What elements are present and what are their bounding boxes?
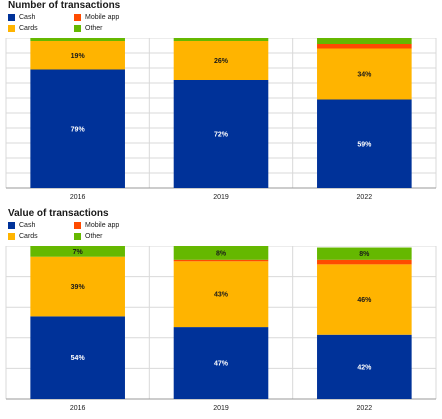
data-label: 46% [357, 297, 372, 304]
legend-label-mobile-app: Mobile app [85, 222, 120, 229]
data-label: 42% [357, 364, 372, 371]
legend-swatch-mobile-app [74, 222, 81, 229]
bar-segment-other [30, 246, 125, 257]
data-label: 79% [71, 126, 86, 133]
data-label: 7% [73, 249, 84, 256]
legend-label-other: Other [85, 233, 103, 240]
data-label: 8% [216, 250, 227, 257]
legend-label-cards: Cards [19, 25, 38, 32]
legend-label-cash: Cash [19, 222, 36, 229]
data-label: 19% [71, 53, 86, 60]
bar-segment-mobile-app [317, 259, 412, 265]
stacked-bar-chart: 54% 39% 7% 2016 47% 43% 8% 2019 42% 46% 8% 2022 [5, 246, 437, 412]
legend-item-mobile-app: Mobile app [74, 222, 119, 229]
legend-item-other: Other [74, 25, 103, 32]
bar-segment-cards [173, 41, 269, 80]
data-label: 43% [214, 292, 229, 299]
bar-segment-other [173, 38, 269, 41]
bar-stack-2016: 79% 19% [30, 38, 125, 188]
value-of-transactions-panel: Value of transactions Cash Cards Mobile … [0, 208, 442, 419]
bar-segment-cash [317, 99, 412, 188]
legend-label-mobile-app: Mobile app [85, 14, 120, 21]
bar-stack-2016: 54% 39% 7% [30, 246, 125, 399]
legend-item-other: Other [74, 233, 103, 240]
legend-swatch-mobile-app [74, 14, 81, 21]
x-tick-label: 2019 [213, 194, 229, 201]
data-label: 72% [214, 132, 229, 139]
x-tick-label: 2022 [357, 194, 373, 201]
bar-segment-cash [317, 334, 412, 399]
x-tick-label: 2016 [70, 194, 86, 201]
data-label: 54% [71, 355, 86, 362]
chart-title: Number of transactions [8, 0, 121, 11]
legend-item-cash: Cash [8, 14, 35, 21]
number-of-transactions-panel: Number of transactions Cash Cards Mobile… [0, 0, 442, 208]
data-label: 59% [357, 141, 372, 148]
bar-stack-2022: 59% 34% [317, 38, 412, 188]
legend-swatch-other [74, 25, 81, 32]
legend-item-cards: Cards [8, 233, 38, 240]
legend: Cash Cards Mobile app Other [8, 14, 188, 36]
legend-label-cash: Cash [19, 14, 36, 21]
data-label: 26% [214, 58, 229, 65]
legend-swatch-cash [8, 222, 15, 229]
bar-segment-cash [173, 80, 269, 188]
stacked-bar-chart: 79% 19% 2016 72% 26% 2019 59% 34% 2022 [5, 38, 437, 201]
legend-item-mobile-app: Mobile app [74, 14, 119, 21]
legend: Cash Cards Mobile app Other [8, 222, 188, 244]
bar-segment-cards [317, 48, 412, 100]
data-label: 39% [71, 284, 86, 291]
data-label: 34% [357, 72, 372, 79]
legend-swatch-cards [8, 233, 15, 240]
bar-segment-other [173, 246, 269, 260]
bar-segment-other [30, 38, 125, 41]
bar-segment-cards [317, 264, 412, 335]
bar-segment-mobile-app [317, 44, 412, 49]
x-tick-label: 2019 [213, 405, 229, 412]
bar-segment-other [317, 247, 412, 260]
bar-stack-2019: 47% 43% 8% [173, 246, 269, 399]
legend-item-cards: Cards [8, 25, 38, 32]
bar-segment-mobile-app [173, 259, 269, 262]
bar-segment-cards [30, 41, 125, 70]
data-label: 47% [214, 361, 229, 368]
x-tick-label: 2022 [357, 405, 373, 412]
data-label: 8% [359, 251, 370, 258]
bar-stack-2019: 72% 26% [173, 38, 269, 188]
legend-swatch-cash [8, 14, 15, 21]
bar-segment-cash [30, 69, 125, 188]
bar-segment-other [317, 38, 412, 44]
legend-item-cash: Cash [8, 222, 35, 229]
legend-label-other: Other [85, 25, 103, 32]
bar-segment-cards [30, 256, 125, 317]
bar-segment-cash [30, 316, 125, 399]
legend-swatch-other [74, 233, 81, 240]
legend-swatch-cards [8, 25, 15, 32]
bar-stack-2022: 42% 46% 8% [317, 247, 412, 399]
bar-segment-cards [173, 261, 269, 328]
chart-title: Value of transactions [8, 208, 109, 219]
x-tick-label: 2016 [70, 405, 86, 412]
legend-label-cards: Cards [19, 233, 38, 240]
bar-segment-cash [173, 327, 269, 399]
